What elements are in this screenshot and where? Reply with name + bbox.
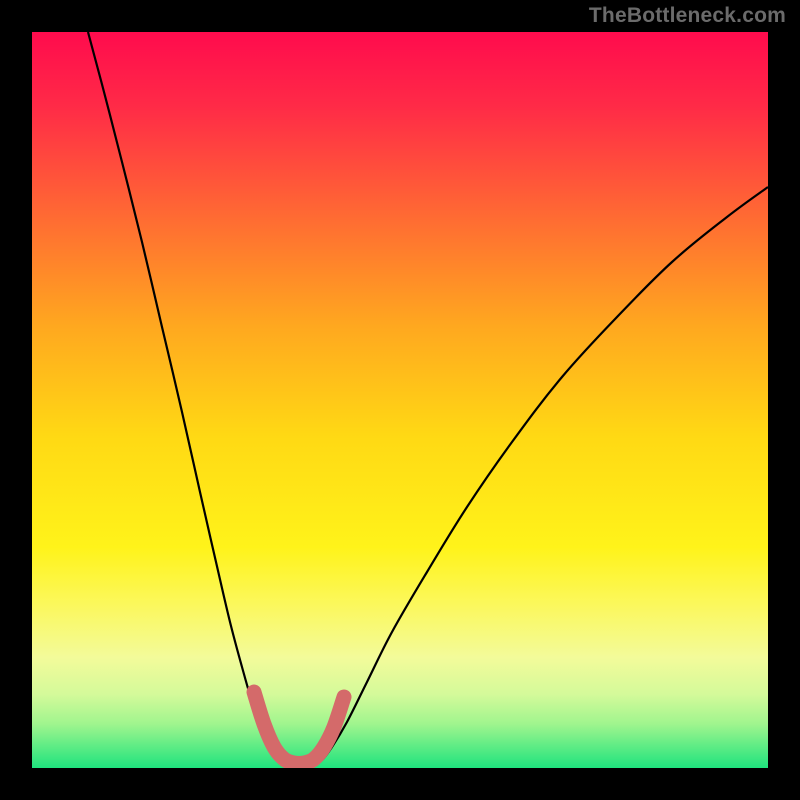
curve-valley-highlight: [254, 692, 344, 764]
curve-right-branch: [312, 187, 768, 766]
chart-root: TheBottleneck.com: [0, 0, 800, 800]
curve-layer: [32, 32, 768, 768]
plot-area: [32, 32, 768, 768]
watermark-text: TheBottleneck.com: [589, 4, 786, 28]
curve-left-branch: [88, 32, 290, 766]
